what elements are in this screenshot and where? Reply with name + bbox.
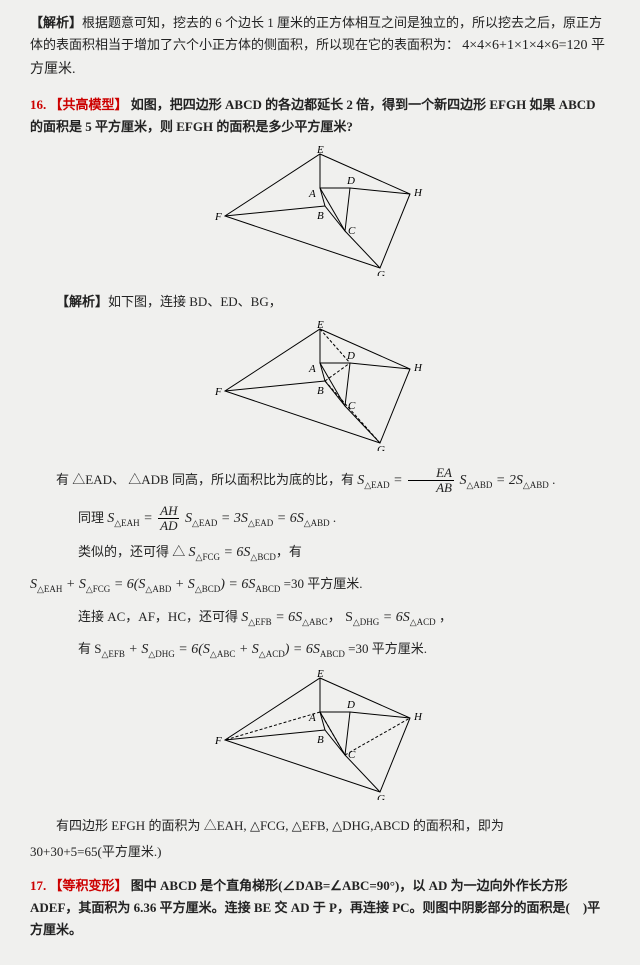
q16-num: 16. [30, 97, 46, 112]
svg-text:E: E [316, 321, 324, 331]
sol16-p1-wrap: 【解析】如下图，连接 BD、ED、BG， [30, 291, 610, 313]
svg-text:F: F [214, 386, 222, 398]
svg-text:G: G [377, 269, 385, 276]
q17-num: 17. [30, 878, 46, 893]
svg-text:H: H [413, 711, 423, 723]
svg-text:C: C [348, 749, 356, 761]
sol-label: 【解析】 [30, 15, 82, 30]
sol16-p5: S△EAH + S△FCG = 6(S△ABD + S△BCD) = 6SABC… [30, 573, 610, 597]
svg-text:C: C [348, 225, 356, 237]
svg-text:F: F [214, 735, 222, 747]
svg-text:C: C [348, 400, 356, 412]
question-17: 17. 【等积变形】 图中 ABCD 是个直角梯形(∠DAB=∠ABC=90°)… [30, 875, 610, 941]
sol16-p1: 如下图，连接 BD、ED、BG， [108, 294, 282, 309]
q16-tag: 【共高模型】 [50, 97, 128, 112]
q17-tag: 【等积变形】 [50, 878, 128, 893]
svg-text:D: D [346, 175, 355, 187]
sol16-label: 【解析】 [56, 294, 108, 309]
svg-text:A: A [308, 188, 316, 200]
figure-2: E F G H A B C D [30, 321, 610, 458]
svg-text:D: D [346, 699, 355, 711]
sol16-p9: 30+30+5=65(平方厘米.) [30, 841, 610, 863]
svg-text:G: G [377, 444, 385, 451]
svg-text:H: H [413, 187, 423, 199]
svg-text:B: B [317, 734, 324, 746]
svg-text:D: D [346, 350, 355, 362]
svg-text:G: G [377, 793, 385, 800]
question-16: 16. 【共高模型】 如图，把四边形 ABCD 的各边都延长 2 倍，得到一个新… [30, 94, 610, 138]
top-solution: 【解析】根据题意可知，挖去的 6 个边长 1 厘米的正方体相互之间是独立的，所以… [30, 12, 610, 82]
svg-text:F: F [214, 211, 222, 223]
svg-text:A: A [308, 363, 316, 375]
svg-text:A: A [308, 712, 316, 724]
svg-text:E: E [316, 146, 324, 156]
svg-text:B: B [317, 210, 324, 222]
sol16-p8: 有四边形 EFGH 的面积为 △EAH, △FCG, △EFB, △DHG,AB… [30, 815, 610, 837]
sol16-p2: 有 △EAD、 △ADB 同高，所以面积比为底的比，有 S△EAD = EAAB… [30, 466, 610, 496]
sol16-p3: 同理 S△EAH = AHAD S△EAD = 3S△EAD = 6S△ABD … [78, 504, 610, 534]
svg-text:H: H [413, 362, 423, 374]
sol16-p4: 类似的，还可得 △ S△FCG = 6S△BCD，有 [78, 541, 610, 565]
svg-text:E: E [316, 670, 324, 680]
sol16-p6: 连接 AC，AF，HC，还可得 S△EFB = 6S△ABC， S△DHG = … [78, 606, 610, 630]
figure-1: E F G H A B C D [30, 146, 610, 283]
sol16-p7: 有 S△EFB + S△DHG = 6(S△ABC + S△ACD) = 6SA… [78, 638, 610, 662]
figure-3: E F G H A B C D [30, 670, 610, 807]
svg-text:B: B [317, 385, 324, 397]
